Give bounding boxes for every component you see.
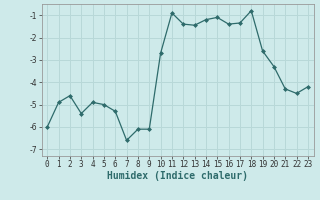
X-axis label: Humidex (Indice chaleur): Humidex (Indice chaleur)	[107, 171, 248, 181]
